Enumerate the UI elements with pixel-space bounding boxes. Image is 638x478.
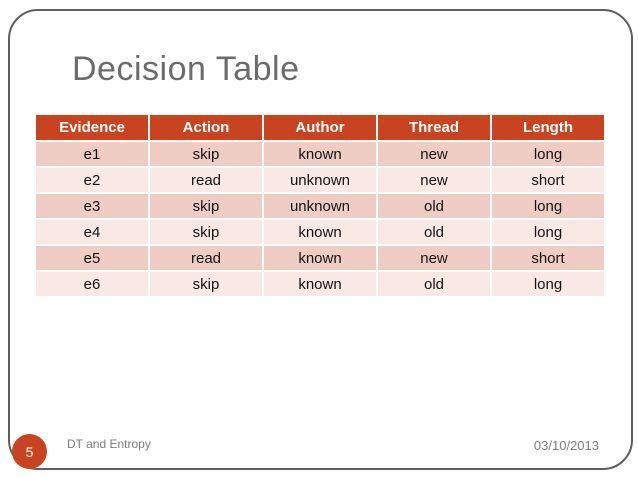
table-row: e2 read unknown new short [34, 166, 606, 194]
table-cell: read [148, 166, 264, 194]
table-row: e6 skip known old long [34, 270, 606, 298]
table-row: e4 skip known old long [34, 218, 606, 246]
decision-table-body: e1 skip known new long e2 read unknown n… [34, 140, 606, 298]
column-header-length: Length [490, 113, 606, 142]
slide-date: 03/10/2013 [533, 438, 599, 453]
table-cell: unknown [262, 166, 378, 194]
page-number: 5 [25, 443, 34, 460]
page-number-badge: 5 [12, 434, 47, 469]
table-cell: e6 [34, 270, 150, 298]
table-cell: new [376, 244, 492, 272]
column-header-action: Action [148, 113, 264, 142]
table-cell: e2 [34, 166, 150, 194]
slide-title: Decision Table [72, 50, 300, 88]
table-row: e3 skip unknown old long [34, 192, 606, 220]
table-cell: short [490, 244, 606, 272]
table-cell: old [376, 218, 492, 246]
column-header-thread: Thread [376, 113, 492, 142]
table-cell: unknown [262, 192, 378, 220]
table-cell: e4 [34, 218, 150, 246]
table-cell: skip [148, 140, 264, 168]
table-cell: long [490, 270, 606, 298]
column-header-author: Author [262, 113, 378, 142]
table-cell: known [262, 270, 378, 298]
table-cell: e3 [34, 192, 150, 220]
slide-footer: DT and Entropy [67, 437, 151, 451]
decision-table-header: Evidence Action Author Thread Length [34, 113, 606, 142]
table-cell: long [490, 218, 606, 246]
table-cell: known [262, 244, 378, 272]
table-cell: known [262, 140, 378, 168]
table-cell: long [490, 192, 606, 220]
table-cell: short [490, 166, 606, 194]
table-cell: old [376, 192, 492, 220]
column-header-evidence: Evidence [34, 113, 150, 142]
table-cell: new [376, 166, 492, 194]
table-cell: skip [148, 218, 264, 246]
decision-table: Evidence Action Author Thread Length e1 … [34, 113, 606, 298]
table-row: e1 skip known new long [34, 140, 606, 168]
table-cell: e1 [34, 140, 150, 168]
table-cell: long [490, 140, 606, 168]
table-row: e5 read known new short [34, 244, 606, 272]
table-cell: new [376, 140, 492, 168]
table-header-row: Evidence Action Author Thread Length [34, 113, 606, 142]
table-cell: known [262, 218, 378, 246]
table-cell: skip [148, 192, 264, 220]
table-cell: e5 [34, 244, 150, 272]
table-cell: old [376, 270, 492, 298]
table-cell: read [148, 244, 264, 272]
table-cell: skip [148, 270, 264, 298]
